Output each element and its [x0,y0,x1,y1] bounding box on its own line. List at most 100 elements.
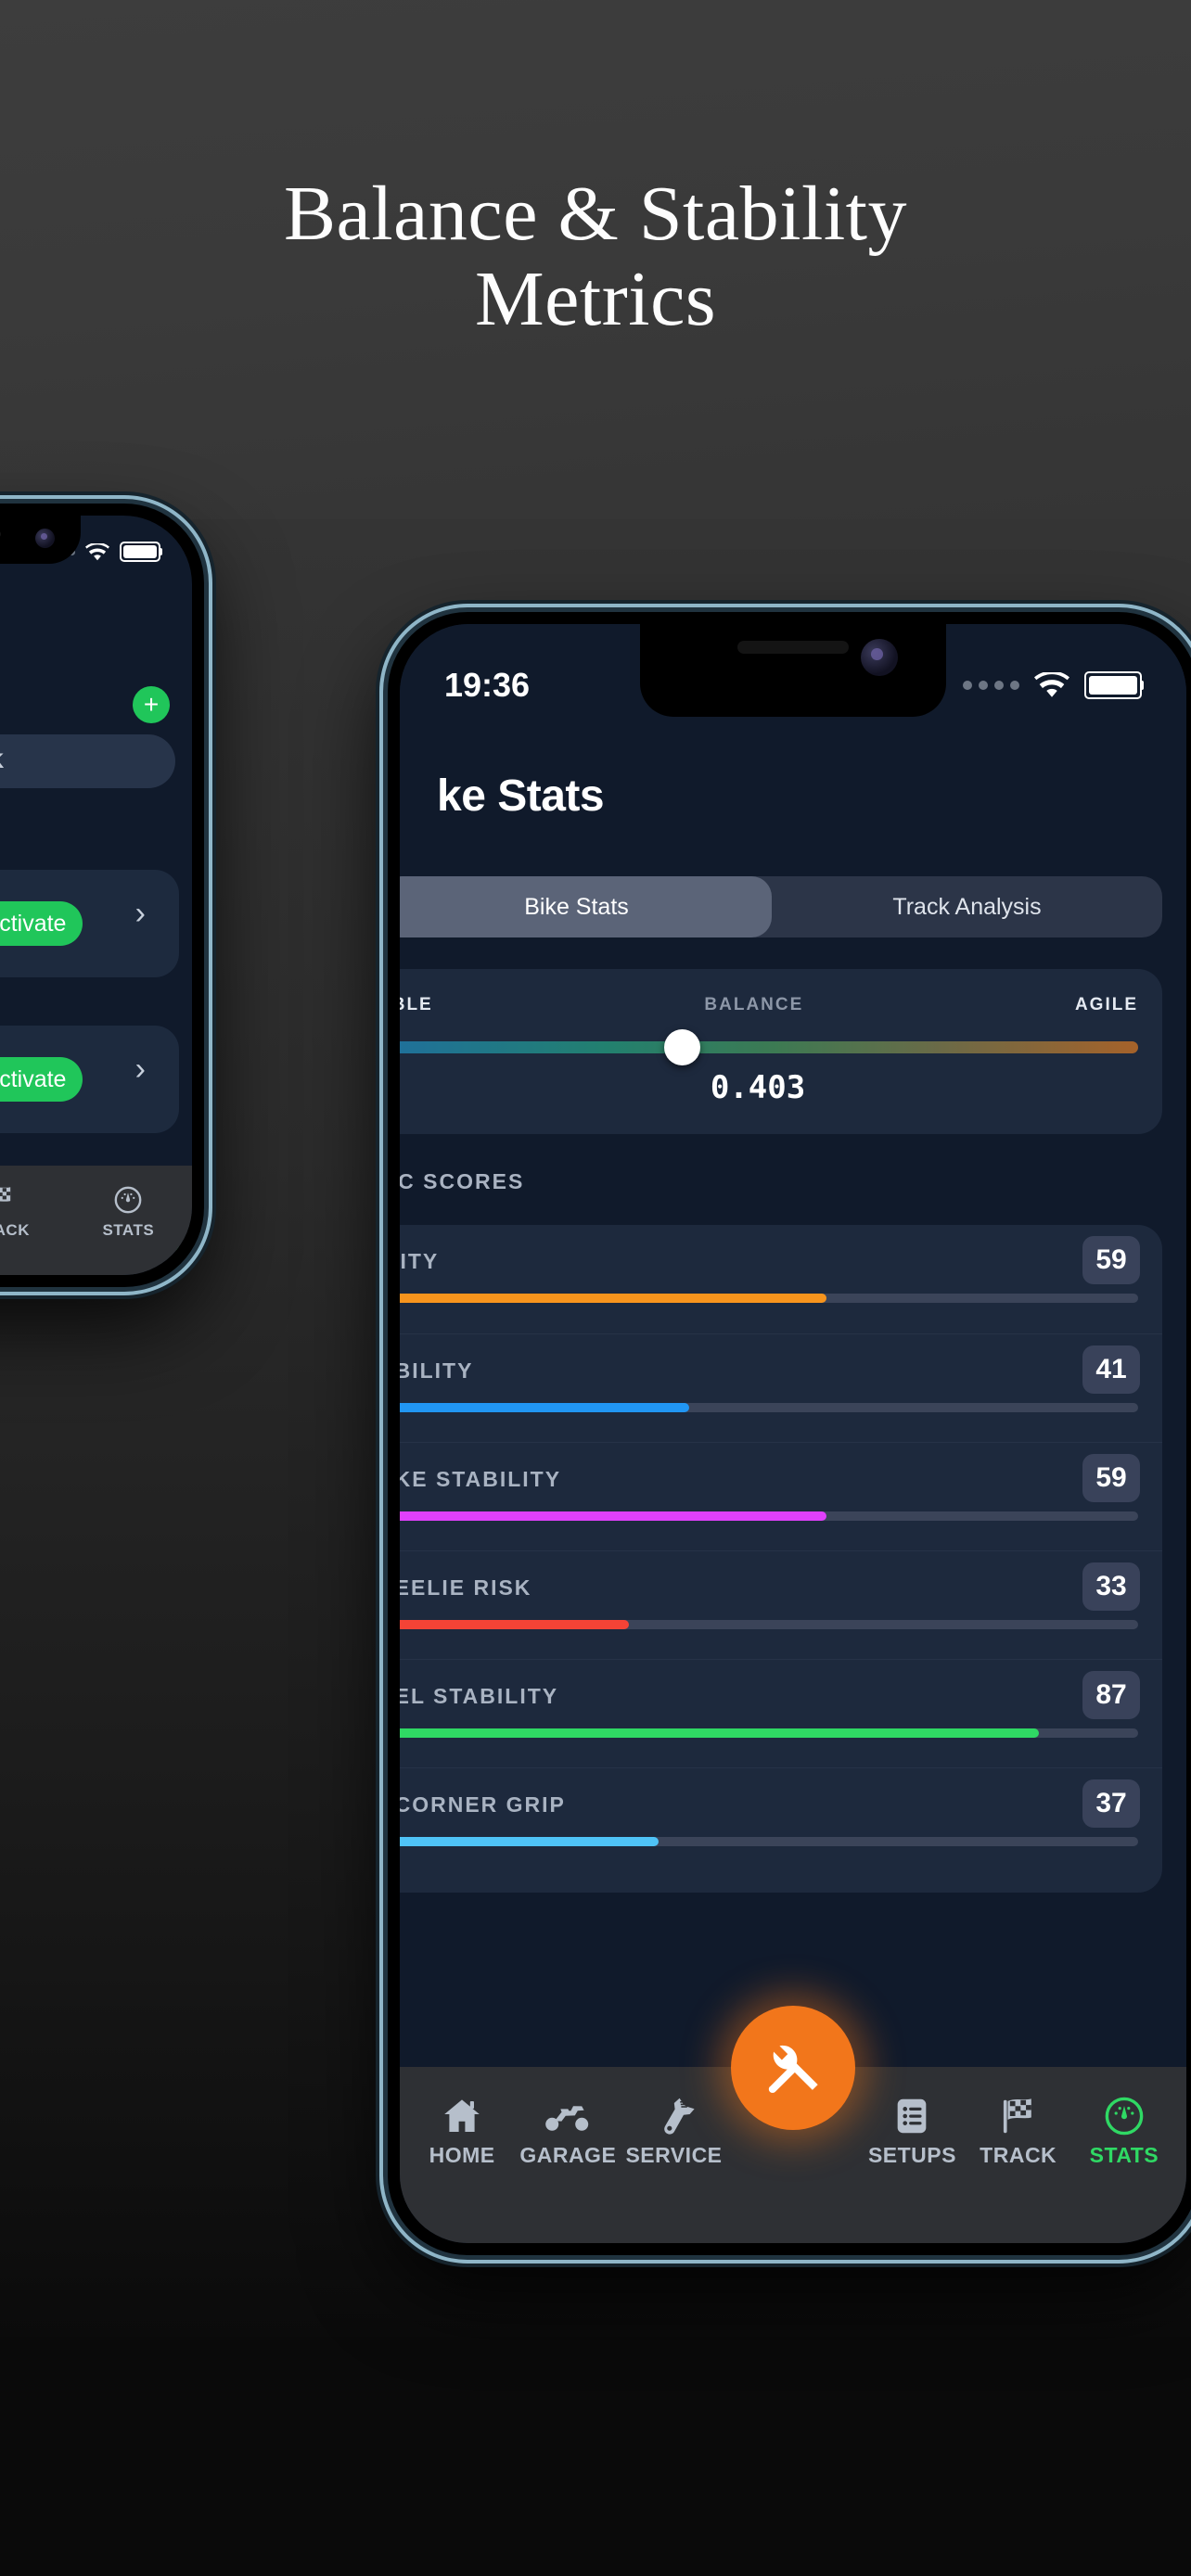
balance-slider-track[interactable] [400,1041,1138,1053]
tab-track[interactable]: TRACK [966,2091,1071,2168]
track-filter-pill[interactable]: TRACK [0,734,175,788]
score-row: CEL STABILITY 87 [400,1659,1162,1767]
bike-stats-app: 19:36 [400,624,1186,2243]
marketing-backdrop [0,0,1191,575]
balance-value: 0.403 [710,1069,806,1106]
earpiece-speaker [737,641,849,654]
status-bar: 19:36 [400,663,1186,708]
tab-track[interactable]: TRACK [0,1184,65,1240]
secondary-phone-mockup: + TRACK Activate › Activate › › [0,504,204,1287]
wifi-icon [1034,672,1069,698]
flag-icon [0,1184,17,1216]
signal-dots-icon [963,681,1019,690]
score-progress-track [400,1403,1138,1412]
headline-line-1: Balance & Stability [283,171,908,257]
primary-phone-screen: 19:36 [400,624,1186,2243]
balance-center-label: BALANCE [704,995,804,1014]
gauge-icon [112,1184,144,1216]
score-progress-track [400,1294,1138,1303]
tab-label: GARAGE [519,2143,617,2167]
wifi-icon [85,542,109,561]
list-icon [890,2091,933,2141]
status-time: 19:36 [444,666,531,704]
front-camera-icon [861,639,898,676]
chevron-right-icon: › [134,1052,146,1087]
score-progress-fill [400,1837,660,1846]
tab-label: STATS [1089,2143,1159,2167]
score-row: AKE STABILITY 59 [400,1442,1162,1550]
notch [640,624,946,717]
score-progress-track [400,1728,1138,1738]
score-progress-track [400,1837,1138,1846]
balance-slider-thumb[interactable] [664,1029,700,1065]
score-name: DCORNER GRIP [400,1792,566,1817]
tab-label: TRACK [0,1221,30,1239]
tab-label: STATS [102,1221,155,1239]
score-progress-fill [400,1294,826,1303]
primary-phone-mockup: 19:36 [388,612,1191,2255]
score-name: ABILITY [400,1358,474,1383]
screen-title: ke Stats [437,772,605,821]
tools-fab-button[interactable] [731,2006,855,2130]
score-progress-fill [400,1403,690,1412]
score-value-badge: 59 [1082,1236,1140,1284]
tab-track-analysis[interactable]: Track Analysis [772,876,1162,937]
chevron-right-icon: › [134,896,146,931]
score-row: DCORNER GRIP 37 [400,1767,1162,1876]
tab-service[interactable]: SERVICE [621,2091,726,2168]
score-name: HEELIE RISK [400,1575,532,1600]
home-icon [440,2091,484,2141]
dynamic-scores-card: ILITY 59 ABILITY 41 AKE STABILITY 59 HEELIE RI… [400,1225,1162,1893]
score-value-badge: 41 [1082,1345,1140,1394]
score-value-badge: 37 [1082,1779,1140,1828]
score-value-badge: 33 [1082,1562,1140,1611]
gauge-icon [1102,2091,1146,2141]
view-mode-segmented-control[interactable]: Bike Stats Track Analysis [400,876,1162,937]
tab-stats[interactable]: STATS [65,1184,192,1240]
balance-card: ABLE BALANCE AGILE 0.403 [400,969,1162,1134]
tab-home[interactable]: HOME [409,2091,515,2168]
tab-garage[interactable]: GARAGE [515,2091,621,2168]
score-value-badge: 87 [1082,1671,1140,1719]
tab-label: Track Analysis [892,893,1042,920]
activate-label: Activate [0,1065,67,1092]
headline-line-2: Metrics [474,256,717,343]
score-progress-fill [400,1620,629,1629]
tab-label: SETUPS [867,2143,956,2167]
score-progress-fill [400,1511,826,1521]
motorcycle-icon [544,2091,592,2141]
battery-icon [1084,671,1144,699]
balance-labels: ABLE BALANCE AGILE [400,995,1138,1015]
scores-section-label: AMIC SCORES [400,1169,525,1193]
front-camera-icon [35,529,55,548]
earpiece-speaker [0,530,2,538]
setup-card[interactable]: Activate › [0,1026,179,1133]
activate-label: Activate [0,910,67,937]
track-pill-label: TRACK [0,749,6,773]
page-title: Balance & Stability Metrics [0,171,1191,343]
activate-button[interactable]: Activate [0,1057,83,1102]
tab-bike-stats[interactable]: Bike Stats [400,876,772,937]
secondary-phone-screen: + TRACK Activate › Activate › › [0,516,192,1275]
wrench-icon [652,2091,697,2141]
score-name: CEL STABILITY [400,1684,559,1708]
score-row: ABILITY 41 [400,1333,1162,1442]
balance-left-label: ABLE [400,995,433,1014]
setup-card[interactable]: Activate › [0,870,179,977]
tab-setups[interactable]: SETUPS [859,2091,965,2168]
balance-right-label: AGILE [1074,995,1138,1014]
score-progress-track [400,1511,1138,1521]
score-name: ILITY [400,1249,440,1273]
tab-label: HOME [429,2143,495,2167]
add-setup-button[interactable]: + [133,686,170,723]
flag-icon [997,2091,1040,2141]
score-progress-track [400,1620,1138,1629]
notch [0,516,81,564]
tab-label: SERVICE [625,2143,723,2167]
score-name: AKE STABILITY [400,1467,562,1491]
bottom-tab-bar[interactable]: SETUPS TRACK [0,1166,192,1275]
tab-stats[interactable]: STATS [1071,2091,1177,2168]
score-progress-fill [400,1728,1040,1738]
activate-button[interactable]: Activate [0,901,83,946]
battery-icon [120,542,162,562]
